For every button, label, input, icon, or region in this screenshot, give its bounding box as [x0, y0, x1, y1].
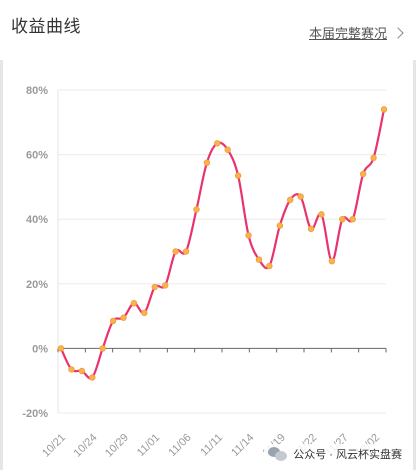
data-point[interactable]	[370, 154, 377, 162]
data-point[interactable]	[89, 374, 96, 381]
right-divider	[413, 60, 416, 470]
data-point[interactable]	[203, 159, 211, 166]
watermark-text: 公众号 · 风云杯实盘赛	[293, 449, 402, 461]
x-axis: 10/2110/2410/2911/0111/0611/1111/1411/19…	[40, 348, 387, 460]
x-tick-label: 11/11	[198, 432, 225, 459]
data-point[interactable]	[234, 172, 242, 179]
data-point[interactable]	[161, 282, 169, 289]
data-point[interactable]	[349, 215, 356, 223]
data-point[interactable]	[99, 345, 106, 352]
x-tick-label: 10/29	[103, 432, 131, 460]
x-tick-label: 10/24	[72, 432, 100, 460]
full-results-link[interactable]: 本届完整赛况	[308, 23, 404, 42]
data-point[interactable]	[193, 206, 200, 213]
data-point[interactable]	[328, 257, 336, 265]
wechat-icon	[268, 447, 288, 461]
data-point[interactable]	[276, 222, 284, 229]
y-tick-label: 20%	[26, 279, 48, 291]
left-divider	[0, 60, 3, 470]
data-point[interactable]	[287, 196, 294, 204]
data-point[interactable]	[318, 211, 325, 218]
data-point[interactable]	[172, 248, 179, 255]
data-point[interactable]	[57, 345, 65, 352]
grid-lines	[58, 89, 386, 414]
series-line-layer	[59, 108, 386, 380]
data-point[interactable]	[120, 314, 127, 321]
data-point[interactable]	[130, 299, 138, 307]
y-tick-label: -20%	[22, 408, 48, 420]
data-point[interactable]	[141, 309, 148, 317]
data-point[interactable]	[266, 262, 273, 270]
x-tick-label: 11/01	[135, 432, 162, 459]
watermark: 公众号 · 风云杯实盘赛	[264, 444, 406, 464]
data-point[interactable]	[359, 170, 367, 178]
data-point[interactable]	[297, 193, 304, 200]
data-point[interactable]	[339, 215, 346, 223]
data-point[interactable]	[78, 367, 86, 375]
data-point[interactable]	[214, 140, 221, 147]
data-point[interactable]	[224, 146, 231, 153]
y-tick-label: 0%	[32, 343, 48, 355]
data-point[interactable]	[182, 248, 190, 255]
data-point[interactable]	[68, 366, 75, 373]
data-point[interactable]	[255, 256, 263, 263]
data-point[interactable]	[307, 225, 315, 233]
data-point[interactable]	[109, 317, 117, 325]
return-series-line	[59, 108, 386, 380]
x-tick-label: 11/14	[229, 432, 256, 459]
y-axis: -20% 0% 20% 40% 60% 80%	[22, 85, 59, 420]
panel-title: 收益曲线	[11, 17, 81, 36]
x-tick-label: 11/06	[166, 432, 193, 459]
data-point[interactable]	[151, 283, 158, 291]
data-point[interactable]	[245, 232, 252, 239]
data-point[interactable]	[380, 106, 388, 113]
y-tick-label: 60%	[26, 150, 48, 162]
full-results-link-label: 本届完整赛况	[308, 26, 387, 41]
x-tick-label: 10/21	[40, 432, 68, 460]
y-tick-label: 40%	[26, 214, 48, 226]
y-tick-label: 80%	[26, 85, 48, 97]
data-point-layer	[57, 106, 388, 381]
